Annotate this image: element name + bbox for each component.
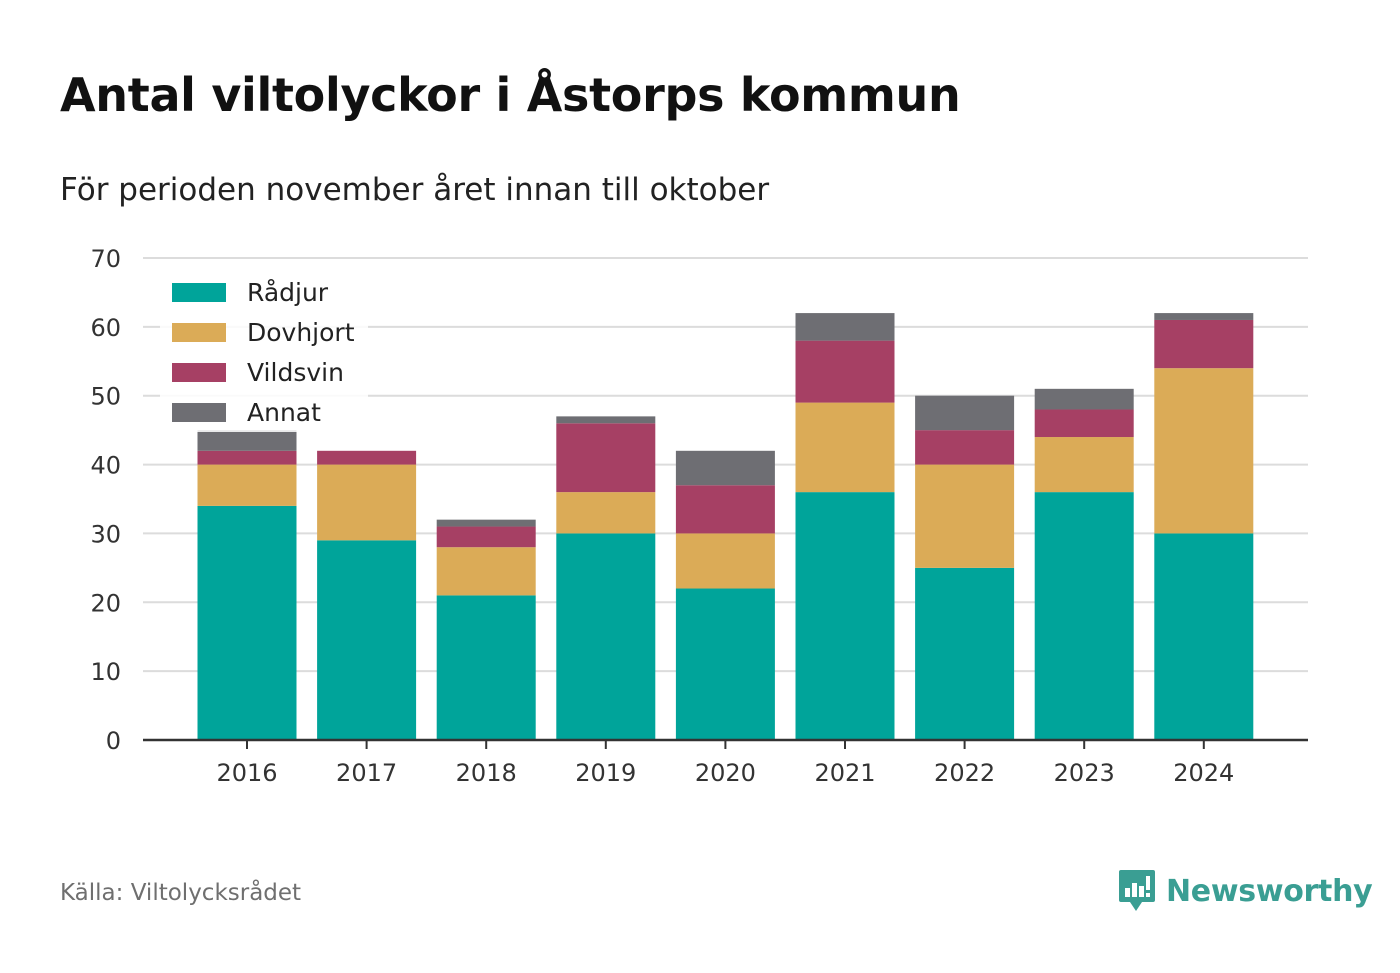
legend-swatch-vildsvin [172, 363, 226, 382]
brand-logo: Newsworthy [1118, 868, 1373, 914]
bar-2022-rådjur [915, 567, 1015, 740]
legend-label-vildsvin: Vildsvin [247, 358, 344, 387]
bar-2019-rådjur [556, 533, 656, 740]
bar-2021-rådjur [795, 492, 895, 740]
legend-swatch-rådjur [172, 283, 226, 302]
y-tick-label: 40 [90, 452, 121, 480]
legend-swatch-annat [172, 403, 226, 422]
y-tick-label: 50 [90, 383, 121, 411]
newsworthy-logo-icon [1119, 870, 1155, 911]
bar-2021-dovhjort [795, 402, 895, 493]
chart-subtitle: För perioden november året innan till ok… [60, 172, 770, 208]
bar-2021-vildsvin [795, 340, 895, 403]
bar-2016-rådjur [197, 505, 297, 740]
x-tick-label: 2016 [216, 759, 277, 787]
legend: Rådjur Dovhjort Vildsvin Annat [160, 272, 368, 432]
bar-2019-dovhjort [556, 492, 656, 534]
legend-label-dovhjort: Dovhjort [247, 318, 355, 347]
bar-2017-rådjur [317, 540, 417, 740]
bars [197, 313, 1254, 740]
x-tick-label: 2019 [575, 759, 636, 787]
x-tick-label: 2017 [336, 759, 397, 787]
bar-2016-dovhjort [197, 464, 297, 506]
y-tick-label: 0 [106, 727, 121, 755]
bar-2024-dovhjort [1154, 368, 1254, 534]
bar-2017-dovhjort [317, 464, 417, 541]
bar-2019-vildsvin [556, 423, 656, 493]
y-tick-label: 20 [90, 589, 121, 617]
y-axis-ticks: 0 10 20 30 40 50 60 70 [90, 245, 121, 755]
y-tick-label: 70 [90, 245, 121, 273]
bar-2018-annat [436, 519, 536, 527]
bar-2024-vildsvin [1154, 319, 1254, 369]
legend-label-annat: Annat [247, 398, 321, 427]
bar-2020-vildsvin [675, 485, 775, 534]
bar-2022-vildsvin [915, 430, 1015, 465]
source-note: Källa: Viltolycksrådet [60, 880, 302, 906]
bar-2022-dovhjort [915, 464, 1015, 568]
bar-2020-dovhjort [675, 533, 775, 589]
bar-2023-annat [1034, 388, 1134, 410]
x-axis: 2016 2017 2018 2019 2020 2021 2022 2023 2024 [143, 738, 1308, 787]
bar-2023-vildsvin [1034, 409, 1134, 438]
bar-2018-dovhjort [436, 547, 536, 596]
bar-2019-annat [556, 416, 656, 424]
bar-2018-rådjur [436, 595, 536, 740]
x-tick-label: 2020 [695, 759, 756, 787]
bar-2023-rådjur [1034, 492, 1134, 740]
chart-title: Antal viltolyckor i Åstorps kommun [60, 68, 961, 122]
bar-2022-annat [915, 395, 1015, 431]
x-tick-label: 2021 [814, 759, 875, 787]
x-tick-label: 2023 [1054, 759, 1115, 787]
x-tick-label: 2022 [934, 759, 995, 787]
bar-2016-vildsvin [197, 450, 297, 465]
x-tick-label: 2024 [1173, 759, 1234, 787]
y-tick-label: 30 [90, 520, 121, 548]
x-tick-label: 2018 [456, 759, 517, 787]
bar-2017-vildsvin [317, 450, 417, 465]
y-tick-label: 10 [90, 658, 121, 686]
bar-2020-rådjur [675, 588, 775, 740]
bar-2021-annat [795, 313, 895, 341]
bar-2020-annat [675, 450, 775, 486]
legend-swatch-dovhjort [172, 323, 226, 342]
bar-2018-vildsvin [436, 526, 536, 548]
bar-2024-rådjur [1154, 533, 1254, 740]
bar-2016-annat [197, 430, 297, 451]
brand-name: Newsworthy [1166, 873, 1373, 909]
legend-label-rådjur: Rådjur [247, 278, 329, 307]
y-tick-label: 60 [90, 314, 121, 342]
bar-2024-annat [1154, 313, 1254, 320]
bar-2023-dovhjort [1034, 437, 1134, 493]
